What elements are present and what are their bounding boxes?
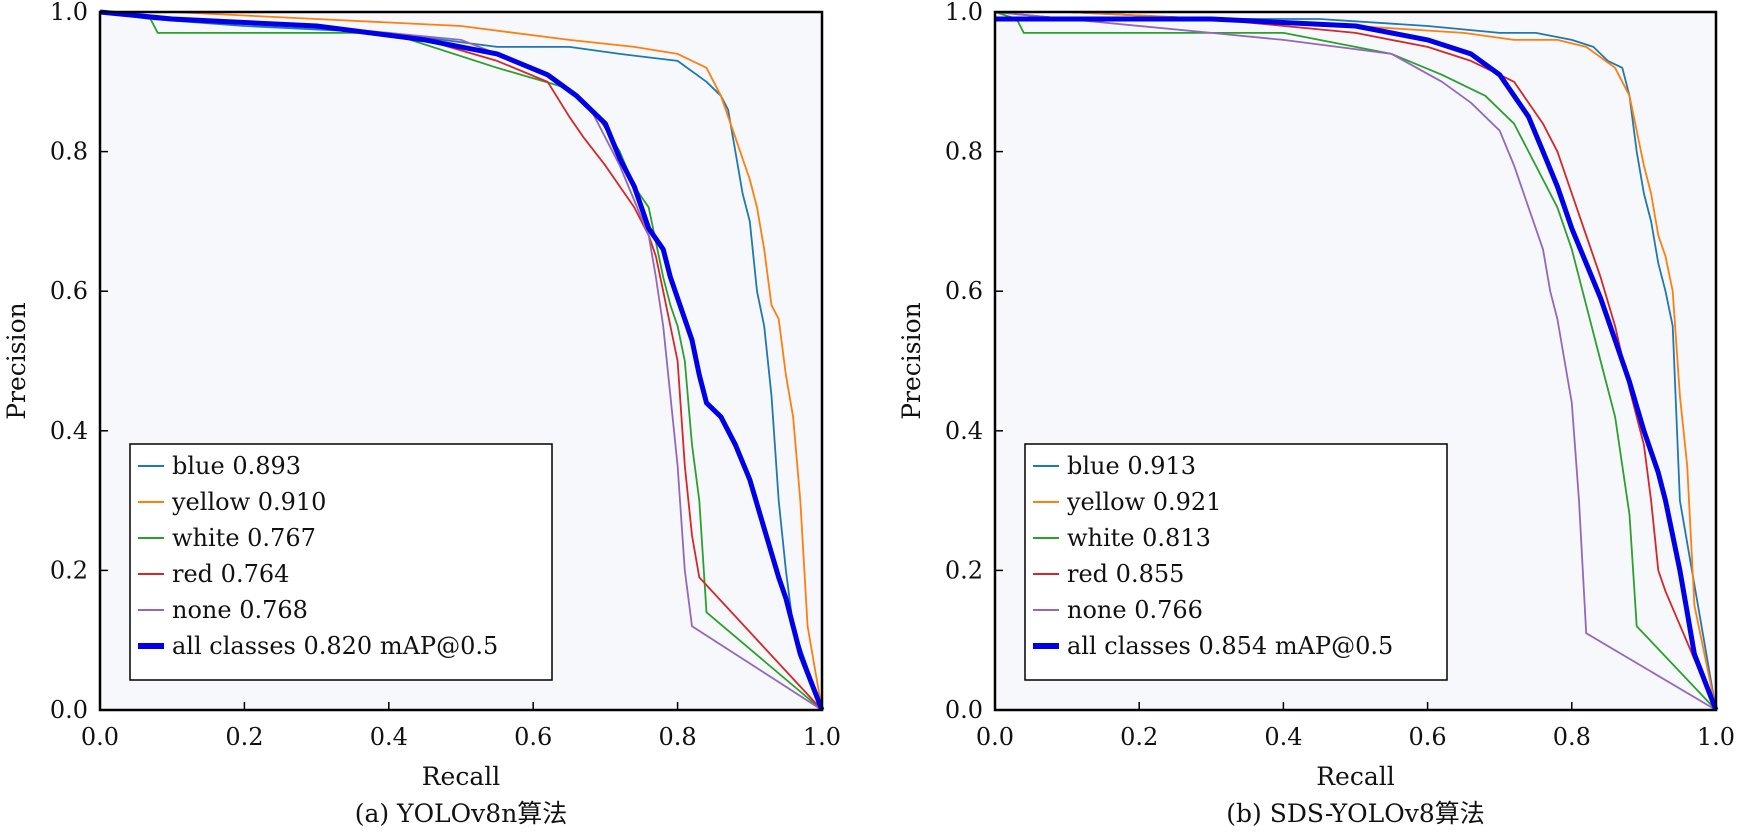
x-tick-label: 0.8	[1553, 723, 1591, 751]
y-tick-label: 0.6	[945, 277, 983, 305]
series-line-all-classes-0-820-map-0-5	[99, 9, 825, 711]
y-tick-label: 0.8	[945, 138, 983, 166]
x-tick-label: 0.4	[1264, 723, 1302, 751]
y-tick-label: 1.0	[50, 0, 88, 26]
legend-entry-white-0-813: white 0.813	[1067, 524, 1211, 552]
x-tick-label: 0.8	[659, 723, 697, 751]
x-tick-label: 0.4	[370, 723, 408, 751]
legend-entry-none-0-768: none 0.768	[172, 596, 308, 624]
series-line-all-classes-0-854-map-0-5	[995, 16, 1719, 711]
legend-entry-all-classes-0-854-map-0-5: all classes 0.854 mAP@0.5	[1067, 632, 1393, 660]
legend-entry-white-0-767: white 0.767	[172, 524, 316, 552]
y-tick-label: 0.6	[50, 277, 88, 305]
legend-box	[129, 443, 553, 681]
plot-frame	[98, 10, 824, 712]
x-tick-label: 0.2	[225, 723, 263, 751]
series-line-white-0-813	[994, 11, 1717, 711]
legend: blue 0.893 yellow 0.910 white 0.767 red 0.7…	[129, 443, 553, 681]
y-tick-label: 0.8	[50, 138, 88, 166]
legend-entry-blue-0-913: blue 0.913	[1067, 452, 1196, 480]
series-line-none-0-766	[994, 11, 1717, 711]
x-tick-label: 0.6	[514, 723, 552, 751]
y-axis-label: Precision	[897, 302, 926, 420]
series-line-blue-0-913	[995, 11, 1717, 711]
legend: blue 0.913 yellow 0.921 white 0.813 red 0.8…	[1024, 443, 1448, 681]
chart-panel-0: 0.0 0.2 0.4 0.6 0.8 1.0 0.0 0.2 0.4 0.6 0.8 1.0 Reca…	[2, 0, 841, 828]
y-tick-label: 0.0	[50, 696, 88, 724]
x-tick-label: 0.6	[1409, 723, 1447, 751]
x-tick-label: 1.0	[1697, 723, 1735, 751]
y-axis-label: Precision	[2, 302, 31, 420]
x-axis-label: Recall	[1316, 762, 1395, 791]
series-line-white-0-767	[99, 11, 823, 711]
x-tick-label: 1.0	[803, 723, 841, 751]
y-tick-label: 0.2	[50, 556, 88, 584]
panel-caption: (a) YOLOv8n算法	[355, 799, 568, 828]
legend-entry-blue-0-893: blue 0.893	[172, 452, 301, 480]
chart-panel-1: 0.0 0.2 0.4 0.6 0.8 1.0 0.0 0.2 0.4 0.6 0.8 1.0 Reca…	[897, 0, 1735, 828]
y-tick-label: 1.0	[945, 0, 983, 26]
legend-entry-red-0-764: red 0.764	[172, 560, 289, 588]
panel-caption: (b) SDS-YOLOv8算法	[1226, 799, 1485, 828]
legend-entry-all-classes-0-820-map-0-5: all classes 0.820 mAP@0.5	[172, 632, 498, 660]
legend-entry-yellow-0-921: yellow 0.921	[1066, 488, 1221, 516]
legend-entry-red-0-855: red 0.855	[1067, 560, 1184, 588]
x-tick-label: 0.2	[1120, 723, 1158, 751]
legend-box	[1024, 443, 1448, 681]
y-tick-label: 0.4	[945, 417, 983, 445]
series-line-none-0-768	[99, 11, 823, 711]
y-tick-label: 0.2	[945, 556, 983, 584]
legend-entry-yellow-0-910: yellow 0.910	[171, 488, 326, 516]
series-line-red-0-855	[994, 11, 1717, 711]
x-tick-label: 0.0	[976, 723, 1014, 751]
x-tick-label: 0.0	[81, 723, 119, 751]
x-axis-label: Recall	[422, 762, 501, 791]
plot-frame	[993, 10, 1718, 712]
legend-entry-none-0-766: none 0.766	[1067, 596, 1203, 624]
series-line-yellow-0-910	[100, 11, 823, 711]
y-tick-label: 0.4	[50, 417, 88, 445]
y-tick-label: 0.0	[945, 696, 983, 724]
